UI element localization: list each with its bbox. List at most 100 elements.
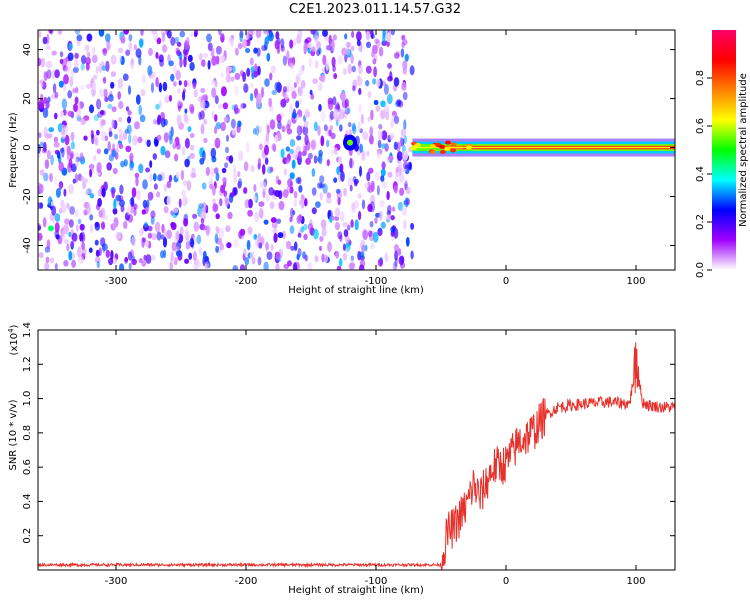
line-speckle xyxy=(450,142,457,147)
heatmap-cell xyxy=(123,220,128,230)
heatmap-cell xyxy=(186,80,192,87)
heatmap-cell xyxy=(242,71,247,83)
heatmap-cell xyxy=(123,30,129,35)
heatmap-cell xyxy=(189,133,195,138)
heatmap-cell xyxy=(265,122,269,129)
y-tick-label: 0.4 xyxy=(22,493,33,509)
heatmap-cell xyxy=(38,98,45,110)
heatmap-cell xyxy=(377,258,383,267)
heatmap-cell xyxy=(170,251,174,262)
heatmap-cell xyxy=(139,114,146,123)
heatmap-cell xyxy=(89,224,93,234)
heatmap-cell xyxy=(196,261,202,268)
heatmap-cell xyxy=(386,31,392,43)
heatmap-cell xyxy=(352,85,356,92)
heatmap-cell xyxy=(45,100,50,109)
heatmap-cell xyxy=(286,86,290,93)
heatmap-cell xyxy=(387,75,393,82)
line-speckle xyxy=(444,146,451,151)
heatmap-cell xyxy=(380,168,386,177)
heatmap-cell xyxy=(107,103,113,109)
heatmap-cell xyxy=(149,173,153,182)
heatmap-cell xyxy=(257,125,262,134)
heatmap-cell xyxy=(325,197,332,204)
heatmap-cell xyxy=(358,251,365,259)
heatmap-cell xyxy=(232,164,237,176)
heatmap-cell xyxy=(68,219,74,228)
heatmap-cell xyxy=(405,197,411,206)
heatmap-cell xyxy=(289,103,293,114)
heatmap-cell xyxy=(85,83,92,89)
heatmap-cell xyxy=(111,119,115,129)
heatmap-cell xyxy=(219,198,223,207)
heatmap-cell xyxy=(139,228,145,235)
heatmap-cell xyxy=(153,32,159,41)
heatmap-cell xyxy=(225,134,230,142)
heatmap-cell xyxy=(307,261,313,270)
heatmap-cell xyxy=(321,253,325,263)
heatmap-cell xyxy=(238,150,244,161)
heatmap-cell xyxy=(38,183,44,194)
heatmap-cell xyxy=(128,34,133,42)
heatmap-cell xyxy=(118,55,122,64)
heatmap-cell xyxy=(322,54,327,66)
snr-frame xyxy=(37,329,676,571)
heatmap-cell xyxy=(261,164,266,175)
heatmap-cell xyxy=(156,37,162,45)
heatmap-cell xyxy=(210,48,215,57)
heatmap-cell xyxy=(215,172,220,182)
heatmap-cell xyxy=(253,47,258,54)
heatmap-cell xyxy=(269,105,274,112)
heatmap-cell xyxy=(215,45,222,55)
heatmap-cell xyxy=(162,81,168,92)
heatmap-cell xyxy=(358,104,362,114)
heatmap-cell xyxy=(244,257,250,266)
heatmap-cell xyxy=(339,211,345,222)
heatmap-cell xyxy=(166,229,172,239)
x-tick-label: -200 xyxy=(235,276,258,287)
heatmap-cell xyxy=(380,221,386,229)
heatmap-cell xyxy=(158,82,163,93)
heatmap-cell xyxy=(361,149,366,161)
y-axis-label-bottom: SNR (10 * v/v) xyxy=(8,399,19,470)
heatmap-cell xyxy=(62,83,67,91)
heatmap-cell xyxy=(161,32,166,43)
heatmap-cell xyxy=(220,33,225,43)
heatmap-cell xyxy=(147,225,153,232)
heatmap-cell xyxy=(390,215,395,221)
heatmap-cell xyxy=(381,130,388,141)
heatmap-cell xyxy=(298,98,303,104)
heatmap-cell xyxy=(136,189,141,201)
heatmap-cell xyxy=(278,200,285,211)
heatmap-cell xyxy=(209,183,214,190)
heatmap-cell xyxy=(151,232,157,241)
heatmap-cell xyxy=(104,135,108,142)
heatmap-cell xyxy=(222,102,229,110)
heatmap-cell xyxy=(102,76,107,84)
heatmap-cell xyxy=(61,98,68,110)
heatmap-cell xyxy=(331,215,335,221)
heatmap-cell xyxy=(202,94,209,101)
heatmap-cell xyxy=(74,52,79,59)
heatmap-cell xyxy=(101,65,107,71)
heatmap-cell xyxy=(189,152,195,159)
heatmap-cell xyxy=(63,260,69,267)
heatmap-cell xyxy=(179,57,183,68)
heatmap-cell xyxy=(351,30,355,38)
heatmap-cell xyxy=(221,167,227,174)
heatmap-cell xyxy=(290,245,295,251)
heatmap-cell xyxy=(97,111,103,118)
heatmap-cell xyxy=(125,106,130,112)
heatmap-cell xyxy=(211,87,217,98)
heatmap-cell xyxy=(358,87,362,96)
heatmap-cell xyxy=(162,237,168,248)
heatmap-cell xyxy=(128,41,133,52)
heatmap-cell xyxy=(243,83,249,94)
x-ticks-top: -300 -200 -100 0 100 xyxy=(105,30,646,287)
heatmap-cell xyxy=(378,46,384,57)
heatmap-cell xyxy=(75,209,79,218)
heatmap-cell xyxy=(103,148,109,155)
colorbar-tick-label: 0.4 xyxy=(695,166,706,182)
heatmap-cell xyxy=(307,223,314,231)
heatmap-cell xyxy=(117,91,121,100)
